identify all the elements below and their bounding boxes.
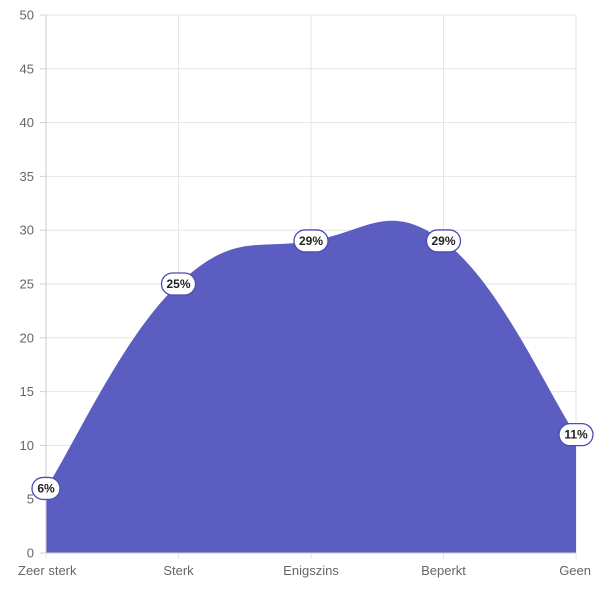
- y-tick-label: 45: [20, 61, 34, 76]
- data-labels: 6% 25% 29% 29% 11%: [31, 229, 594, 501]
- data-label-bubble: [31, 476, 61, 501]
- data-label: 6%: [31, 476, 61, 501]
- data-label: 11%: [558, 422, 594, 447]
- data-label-text: 11%: [564, 428, 588, 442]
- data-label-bubble: [160, 272, 197, 296]
- y-tick-label: 25: [20, 277, 34, 292]
- x-axis-ticks: Zeer sterk Sterk Enigszins Beperkt Geen: [18, 563, 591, 578]
- x-tick-label: Beperkt: [421, 563, 466, 578]
- y-tick-label: 50: [20, 8, 34, 23]
- y-tick-label: 20: [20, 330, 34, 345]
- y-tick-label: 5: [27, 492, 34, 507]
- data-label-text: 25%: [166, 277, 190, 291]
- data-label: 25%: [160, 272, 197, 296]
- x-tick-label: Sterk: [163, 563, 194, 578]
- x-tick-label: Enigszins: [283, 563, 339, 578]
- y-tick-label: 30: [20, 223, 34, 238]
- x-tick-label: Geen: [559, 563, 591, 578]
- series-area: [46, 220, 576, 553]
- y-tick-label: 0: [27, 546, 34, 561]
- data-label-text: 29%: [431, 234, 455, 248]
- y-tick-label: 10: [20, 438, 34, 453]
- y-tick-label: 35: [20, 169, 34, 184]
- data-label-bubble: [558, 422, 594, 447]
- data-label-text: 29%: [299, 234, 323, 248]
- data-label-text: 6%: [37, 481, 55, 495]
- x-tick-label: Zeer sterk: [18, 563, 77, 578]
- y-tick-label: 15: [20, 384, 34, 399]
- y-axis-ticks: 0 5 10 15 20 25 30 35 40 45 50: [20, 8, 34, 561]
- data-label-bubble: [425, 229, 462, 253]
- data-label-bubble: [293, 229, 329, 253]
- y-tick-label: 40: [20, 115, 34, 130]
- data-label: 29%: [425, 229, 462, 253]
- area-series: [46, 220, 576, 553]
- data-label: 29%: [293, 229, 329, 253]
